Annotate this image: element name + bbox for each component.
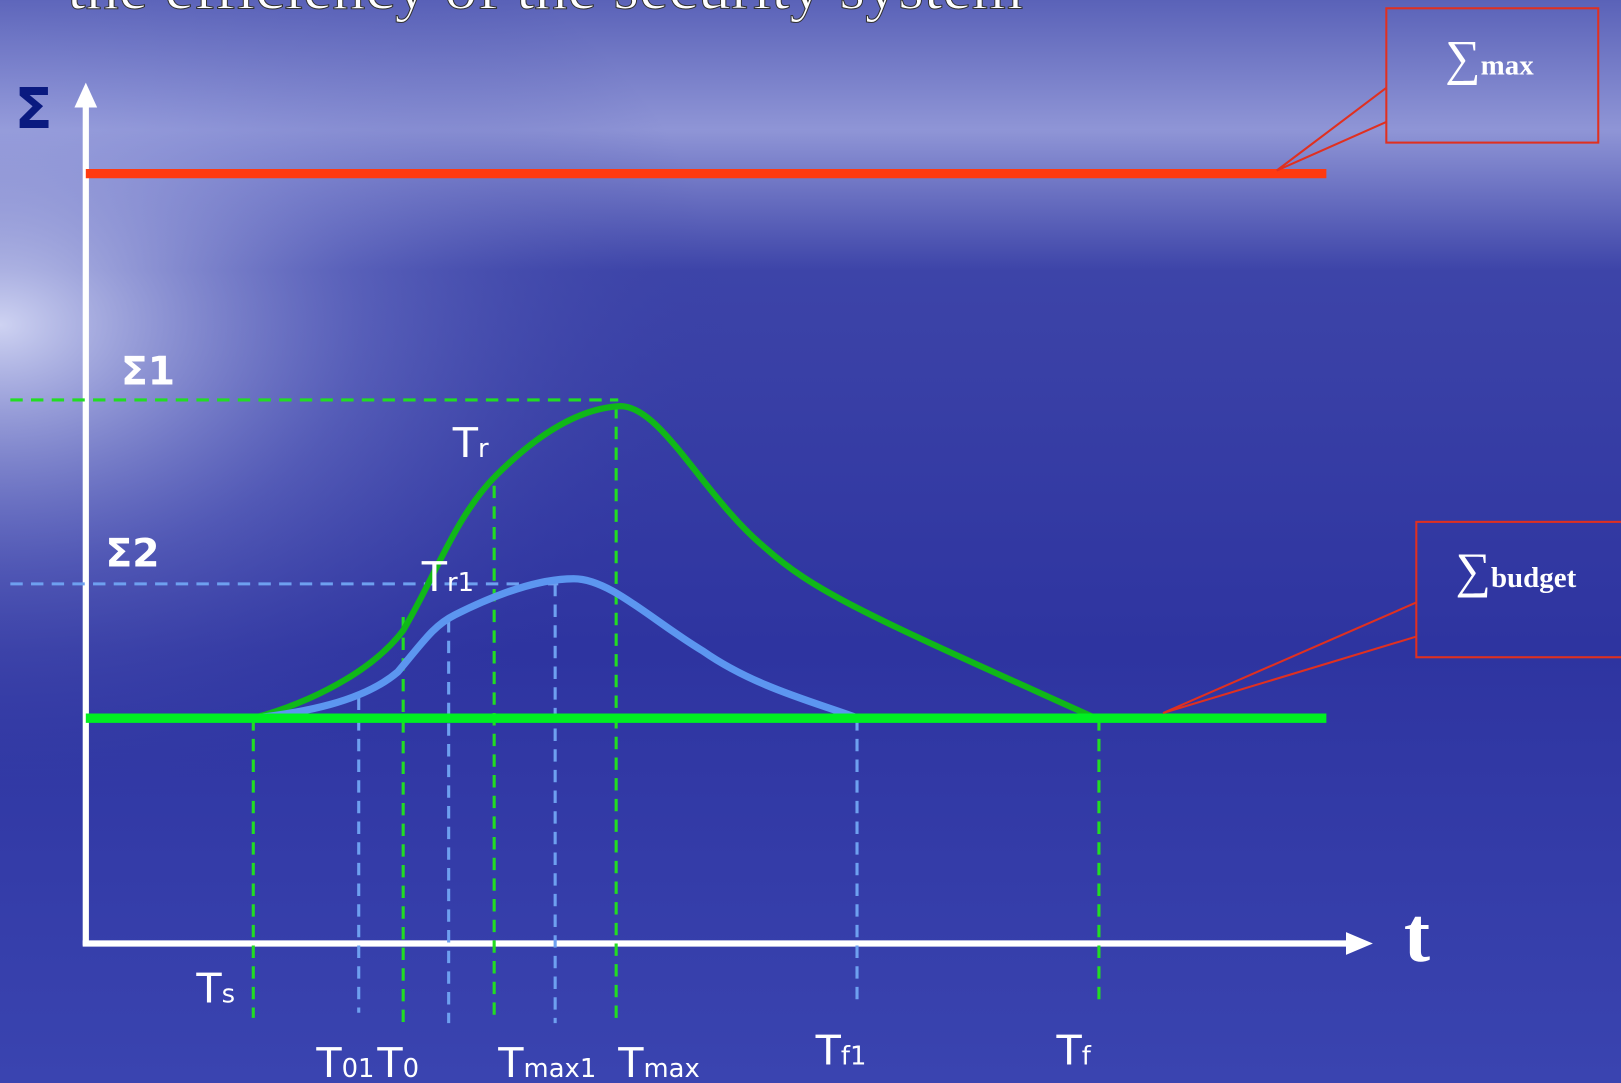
callout-pointer — [1276, 87, 1387, 172]
x-arrow — [1346, 932, 1373, 955]
callout-box — [1385, 7, 1600, 144]
label-sub: max — [643, 1054, 699, 1083]
x-axis-label: t — [1404, 891, 1430, 978]
label-main: T — [376, 1039, 403, 1083]
time-label: T0 — [376, 1039, 419, 1083]
label-sub: f — [1082, 1041, 1092, 1071]
callout-label: max — [1481, 49, 1535, 81]
label-main: T — [815, 1026, 842, 1074]
label-main: T — [617, 1039, 644, 1083]
label-sub: s — [222, 979, 235, 1009]
time-label: Tf — [1056, 1026, 1092, 1074]
label-main: T — [195, 964, 222, 1012]
y-axis-label: Σ — [14, 77, 52, 142]
label-sub: r1 — [447, 568, 474, 598]
curve-label: Tr — [452, 419, 489, 467]
title: the efficiency of the security system — [67, 0, 1023, 23]
level-2: Σ2 — [105, 531, 159, 576]
callout-label: budget — [1491, 562, 1577, 594]
callout-symbol: ∑ — [1445, 30, 1480, 85]
callout-box — [1415, 520, 1621, 659]
time-label: Tmax1 — [497, 1039, 596, 1083]
time-label: Ts — [195, 964, 235, 1012]
callout-text: ∑max — [1445, 30, 1534, 85]
curve-r1 — [252, 575, 860, 722]
label-main: T — [452, 419, 479, 467]
curve-r — [252, 403, 1098, 722]
time-label: Tf1 — [815, 1026, 867, 1074]
level-1: Σ1 — [121, 349, 175, 394]
time-dashes — [251, 406, 1101, 1024]
label-sub: f1 — [841, 1041, 867, 1071]
label-sub: 0 — [403, 1054, 419, 1083]
curve-label: Tr1 — [421, 553, 474, 601]
y-arrow — [74, 82, 98, 108]
label-main: T — [1056, 1026, 1083, 1074]
callout-text: ∑budget — [1456, 543, 1577, 598]
callout-pointer — [1162, 601, 1417, 715]
label-main: T — [497, 1039, 524, 1083]
label-sub: r — [478, 434, 489, 464]
time-label: T01 — [315, 1039, 374, 1083]
label-sub: 01 — [342, 1054, 375, 1083]
callout-symbol: ∑ — [1456, 543, 1491, 598]
time-label: Tmax — [617, 1039, 700, 1083]
label-main: T — [421, 553, 448, 601]
label-sub: max1 — [524, 1054, 597, 1083]
label-main: T — [315, 1039, 342, 1083]
